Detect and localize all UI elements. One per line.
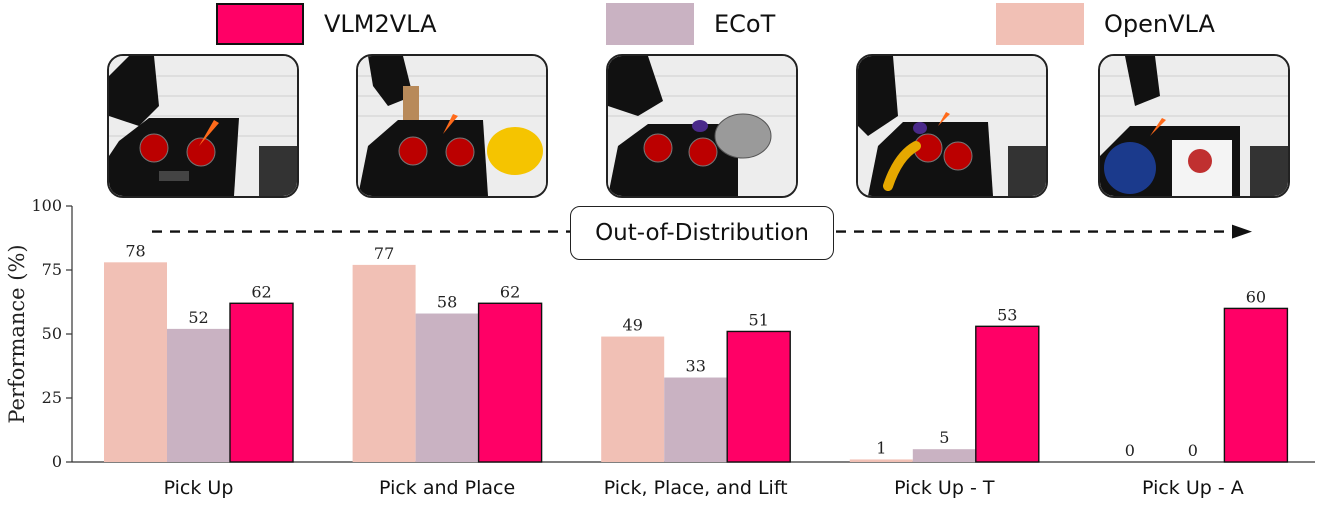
kitchen-scene-carrot-icon: [107, 54, 299, 198]
legend-swatch-ecot: [606, 3, 694, 45]
kitchen-scene-carrot-plate-icon: [356, 54, 548, 198]
legend-item-ecot: ECoT: [606, 2, 775, 46]
bar-value-label: 5: [939, 428, 949, 447]
bar-vlm2vla-1: [477, 302, 543, 463]
y-tick-label: 100: [31, 196, 62, 215]
bar-ecot-3: [912, 449, 976, 462]
bar-value-label: 49: [623, 316, 643, 335]
bar-value-label: 78: [125, 241, 145, 260]
bar-value-label: 62: [251, 282, 271, 301]
bar-value-label: 53: [997, 305, 1017, 324]
bar-ecot-2: [664, 377, 728, 462]
bar-value-label: 51: [749, 310, 769, 329]
legend-label-vlm2vla: VLM2VLA: [324, 10, 437, 38]
kitchen-scene-eggplant-pan-icon: [606, 54, 798, 198]
legend-item-vlm2vla: VLM2VLA: [216, 2, 437, 46]
kitchen-scene-banana-icon: [856, 54, 1048, 198]
bar-value-label: 0: [1188, 441, 1198, 460]
legend-label-ecot: ECoT: [714, 10, 776, 38]
legend-item-openvla: OpenVLA: [996, 2, 1215, 46]
bar-openvla-2: [601, 336, 665, 462]
bar-value-label: 0: [1125, 441, 1135, 460]
ood-annotation-box: Out-of-Distribution: [570, 206, 834, 260]
kitchen-scene-poster-icon: [1098, 54, 1290, 198]
y-tick-label: 0: [52, 452, 62, 471]
bar-openvla-3: [849, 459, 913, 462]
y-tick-label: 50: [42, 324, 62, 343]
y-tick-label: 25: [42, 388, 62, 407]
bar-value-label: 1: [876, 438, 886, 457]
y-tick-label: 75: [42, 260, 62, 279]
y-axis-label: Performance (%): [5, 244, 29, 423]
x-category-label: Pick, Place, and Lift: [604, 477, 788, 499]
bar-ecot-1: [415, 313, 479, 462]
x-category-label: Pick Up - A: [1142, 477, 1244, 499]
legend-swatch-vlm2vla: [216, 3, 304, 45]
x-category-label: Pick Up: [164, 477, 234, 499]
bar-value-label: 33: [686, 357, 706, 376]
bar-value-label: 77: [374, 244, 394, 263]
ood-annotation-label: Out-of-Distribution: [595, 220, 809, 246]
bar-openvla-0: [104, 262, 167, 462]
bar-value-label: 58: [437, 293, 457, 312]
ood-arrow-head: [1232, 224, 1252, 239]
bar-vlm2vla-2: [726, 330, 791, 463]
bar-vlm2vla-0: [229, 302, 294, 463]
bar-vlm2vla-4: [1223, 307, 1289, 463]
legend-label-openvla: OpenVLA: [1104, 10, 1215, 38]
x-category-label: Pick and Place: [379, 477, 515, 499]
bar-openvla-1: [352, 264, 416, 462]
bar-ecot-0: [167, 328, 230, 462]
bar-vlm2vla-3: [975, 325, 1040, 463]
bar-value-label: 52: [188, 308, 208, 327]
x-category-label: Pick Up - T: [894, 477, 995, 499]
bar-value-label: 62: [500, 282, 520, 301]
bar-value-label: 60: [1246, 287, 1266, 306]
legend-swatch-openvla: [996, 3, 1084, 45]
